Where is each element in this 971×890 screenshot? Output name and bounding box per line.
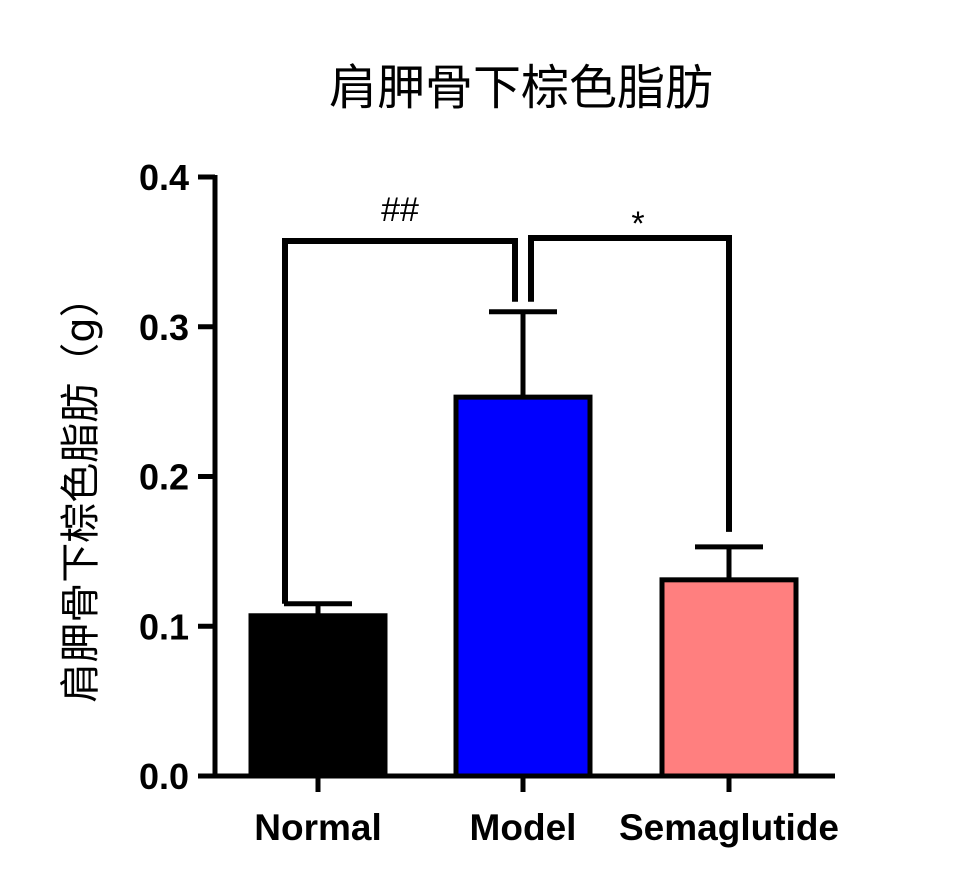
bars xyxy=(248,309,799,779)
axes: Normal Model Semaglutide 0.0 0.1 0.2 0.3 0.4 xyxy=(139,157,839,848)
y-tick-label: 0.3 xyxy=(139,307,189,348)
chart-title: 肩胛骨下棕色脂肪 xyxy=(329,60,713,116)
significance-bracket xyxy=(528,235,732,532)
x-tick-label-semaglutide: Semaglutide xyxy=(619,807,839,848)
y-axis-label: 肩胛骨下棕色脂肪（g） xyxy=(58,277,104,702)
x-tick-label-model: Model xyxy=(470,807,577,848)
bar-model xyxy=(453,394,593,779)
y-tick-label: 0.1 xyxy=(139,606,189,647)
y-tick-label: 0.4 xyxy=(139,157,189,198)
significance-label: ## xyxy=(381,191,419,229)
y-tick-label: 0.2 xyxy=(139,457,189,498)
significance-annotations: ## * xyxy=(282,191,732,604)
y-tick-label: 0.0 xyxy=(139,756,189,797)
bar-normal xyxy=(248,613,388,779)
significance-label: * xyxy=(631,205,644,243)
bar-semaglutide xyxy=(659,577,799,779)
x-tick-label-normal: Normal xyxy=(254,807,381,848)
significance-bracket xyxy=(282,238,518,604)
